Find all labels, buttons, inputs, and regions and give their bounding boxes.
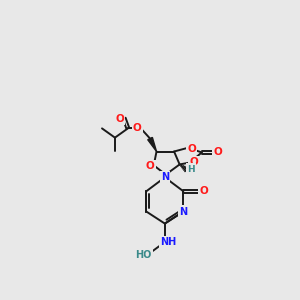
Text: N: N <box>161 172 169 182</box>
Polygon shape <box>148 137 157 152</box>
Text: NH: NH <box>160 237 177 247</box>
Text: HO: HO <box>135 250 152 260</box>
Text: H: H <box>187 165 194 174</box>
Text: N: N <box>179 207 188 217</box>
Text: O: O <box>213 147 222 158</box>
Text: O: O <box>115 114 124 124</box>
Text: O: O <box>133 123 142 134</box>
Polygon shape <box>163 174 168 177</box>
Text: O: O <box>146 161 154 171</box>
Text: O: O <box>187 144 196 154</box>
Text: O: O <box>199 186 208 196</box>
Text: O: O <box>189 157 198 167</box>
